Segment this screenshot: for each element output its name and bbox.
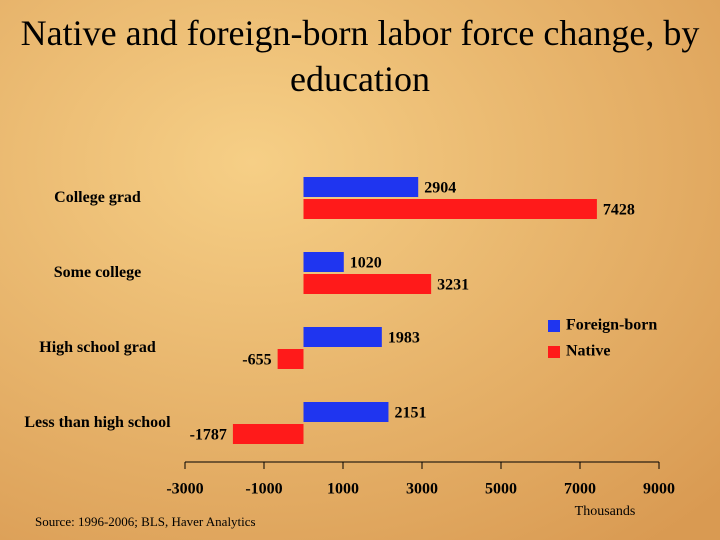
value-label: 1983 <box>388 330 420 347</box>
value-label: 2151 <box>394 405 426 422</box>
category-box: High school grad <box>39 339 156 356</box>
x-tick-label: 1000 <box>327 481 359 498</box>
bar <box>303 402 389 422</box>
value-label: 2904 <box>424 180 456 197</box>
category-box: Less than high school <box>24 414 171 431</box>
x-tick-label: 7000 <box>564 481 596 498</box>
category-box: Some college <box>53 264 142 281</box>
bar <box>303 177 419 197</box>
legend-label: Foreign-born <box>566 317 657 334</box>
legend-swatch <box>548 346 560 358</box>
legend-label: Native <box>566 343 610 360</box>
value-label: -655 <box>242 352 271 369</box>
bar <box>303 327 382 347</box>
bar <box>277 349 304 369</box>
bar <box>303 252 344 272</box>
bar <box>303 199 597 219</box>
bar <box>303 274 432 294</box>
value-label: -1787 <box>190 427 227 444</box>
source: Source: 1996-2006; BLS, Haver Analytics <box>35 514 256 529</box>
x-tick-label: 3000 <box>406 481 438 498</box>
value-label: 7428 <box>603 202 635 219</box>
y-tick-label: Some college <box>53 264 142 281</box>
x-tick-label: 5000 <box>485 481 517 498</box>
chart-title: Native and foreign-born labor force chan… <box>20 13 700 99</box>
x-tick-label: -1000 <box>245 481 282 498</box>
x-tick-label: 9000 <box>643 481 675 498</box>
bar <box>232 424 304 444</box>
y-tick-label: High school grad <box>39 339 156 356</box>
y-tick-label: College grad <box>54 189 141 206</box>
x-axis-label: Thousands <box>575 504 636 519</box>
x-tick-label: -3000 <box>166 481 203 498</box>
y-tick-label: Less than high school <box>24 414 171 431</box>
category-box: College grad <box>54 189 141 206</box>
title-box: Native and foreign-born labor force chan… <box>20 13 700 99</box>
legend-swatch <box>548 320 560 332</box>
value-label: 1020 <box>350 255 382 272</box>
value-label: 3231 <box>437 277 469 294</box>
